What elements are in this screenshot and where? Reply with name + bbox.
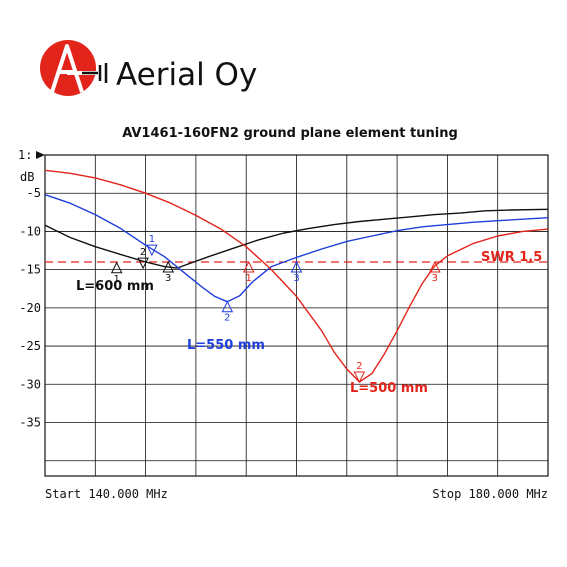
series-marker-label: 1 (113, 274, 119, 285)
y-tick-label: -5 (27, 186, 41, 200)
reference-level-arrow (36, 151, 45, 159)
series-marker-label: 2 (140, 247, 146, 258)
series-marker (242, 260, 255, 273)
y-tick-label: -30 (19, 377, 41, 391)
y-tick-label: -35 (19, 416, 41, 430)
brand-logo: Aerial Oy (40, 40, 257, 96)
series-label-600: L=600 mm (76, 279, 154, 294)
series-marker (429, 260, 441, 273)
series-marker-label: 2 (356, 361, 362, 372)
series-marker (353, 371, 366, 384)
series-marker (110, 261, 123, 274)
series-line-0 (44, 208, 549, 269)
series-marker-label: 2 (224, 313, 230, 324)
series-marker-label: 3 (165, 273, 171, 284)
brand-name: Aerial Oy (116, 57, 257, 93)
series-marker (221, 300, 234, 313)
y-axis-ticks: -5 -10 -15 -20 -25 -30 -35 (19, 186, 41, 429)
series-line-1 (44, 194, 549, 303)
y-axis-unit: dB (20, 170, 34, 184)
reference-level-label: 1: (18, 148, 32, 162)
x-axis-start-label: Start 140.000 MHz (45, 487, 168, 501)
y-tick-label: -20 (19, 301, 41, 315)
series-marker (290, 260, 303, 273)
plot-grid (45, 155, 548, 476)
x-axis-stop-label: Stop 180.000 MHz (432, 487, 548, 501)
series-marker-label: 1 (246, 273, 252, 284)
series-marker-label: 3 (293, 273, 299, 284)
chart-title: AV1461-160FN2 ground plane element tunin… (122, 126, 458, 141)
logo-antenna-tail (82, 63, 108, 83)
series-label-550: L=550 mm (187, 338, 265, 353)
swr-threshold-label: SWR 1,5 (481, 250, 542, 265)
series-marker-label: 1 (149, 234, 155, 245)
plot-frame (44, 154, 549, 477)
series-label-500: L=500 mm (350, 381, 428, 396)
y-tick-label: -10 (19, 224, 41, 238)
y-tick-label: -15 (19, 263, 41, 277)
series-marker-label: 3 (432, 273, 438, 284)
y-tick-label: -25 (19, 339, 41, 353)
series-line-2 (44, 169, 549, 383)
series-marker (137, 257, 149, 270)
series-marker (146, 244, 158, 257)
series-marker (162, 260, 175, 273)
